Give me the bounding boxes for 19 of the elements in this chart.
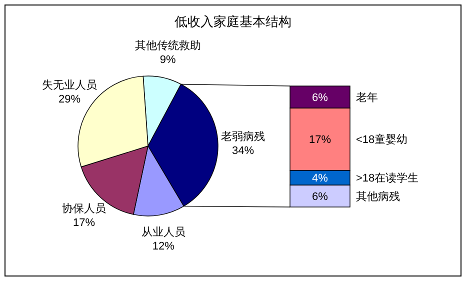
series-label: <18童婴幼 <box>356 133 408 146</box>
slice-label: 其他传统救助 <box>134 39 201 52</box>
chart-title: 低收入家庭基本结构 <box>174 14 292 29</box>
slice-label: 从业人员 <box>141 226 186 239</box>
data-label: 34% <box>232 144 254 157</box>
slice-label: 失无业人员 <box>42 78 98 92</box>
data-label: 29% <box>58 93 81 106</box>
series-label: 其他病残 <box>356 190 400 203</box>
data-label: 12% <box>152 240 175 253</box>
data-label: 6% <box>312 191 328 203</box>
data-label: 17% <box>308 134 332 146</box>
data-label: 6% <box>312 92 328 104</box>
series-label: 老年 <box>356 91 378 104</box>
data-label: 9% <box>160 54 176 66</box>
data-label: 4% <box>312 172 328 185</box>
slice-label: 老弱病残 <box>220 130 265 143</box>
series-label: >18在读学生 <box>356 172 419 185</box>
data-label: 17% <box>73 217 96 230</box>
slice-label: 协保人员 <box>62 202 106 216</box>
